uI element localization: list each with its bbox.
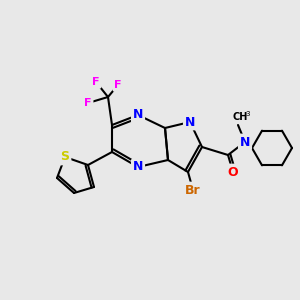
Text: F: F (114, 80, 122, 90)
Text: N: N (133, 109, 143, 122)
Text: N: N (133, 160, 143, 173)
Text: Br: Br (185, 184, 201, 196)
Text: O: O (228, 166, 238, 178)
Text: CH: CH (232, 112, 248, 122)
Text: S: S (61, 151, 70, 164)
Text: 3: 3 (246, 111, 250, 117)
Text: N: N (185, 116, 195, 128)
Text: F: F (84, 98, 92, 108)
Text: N: N (240, 136, 250, 148)
Text: F: F (92, 77, 100, 87)
